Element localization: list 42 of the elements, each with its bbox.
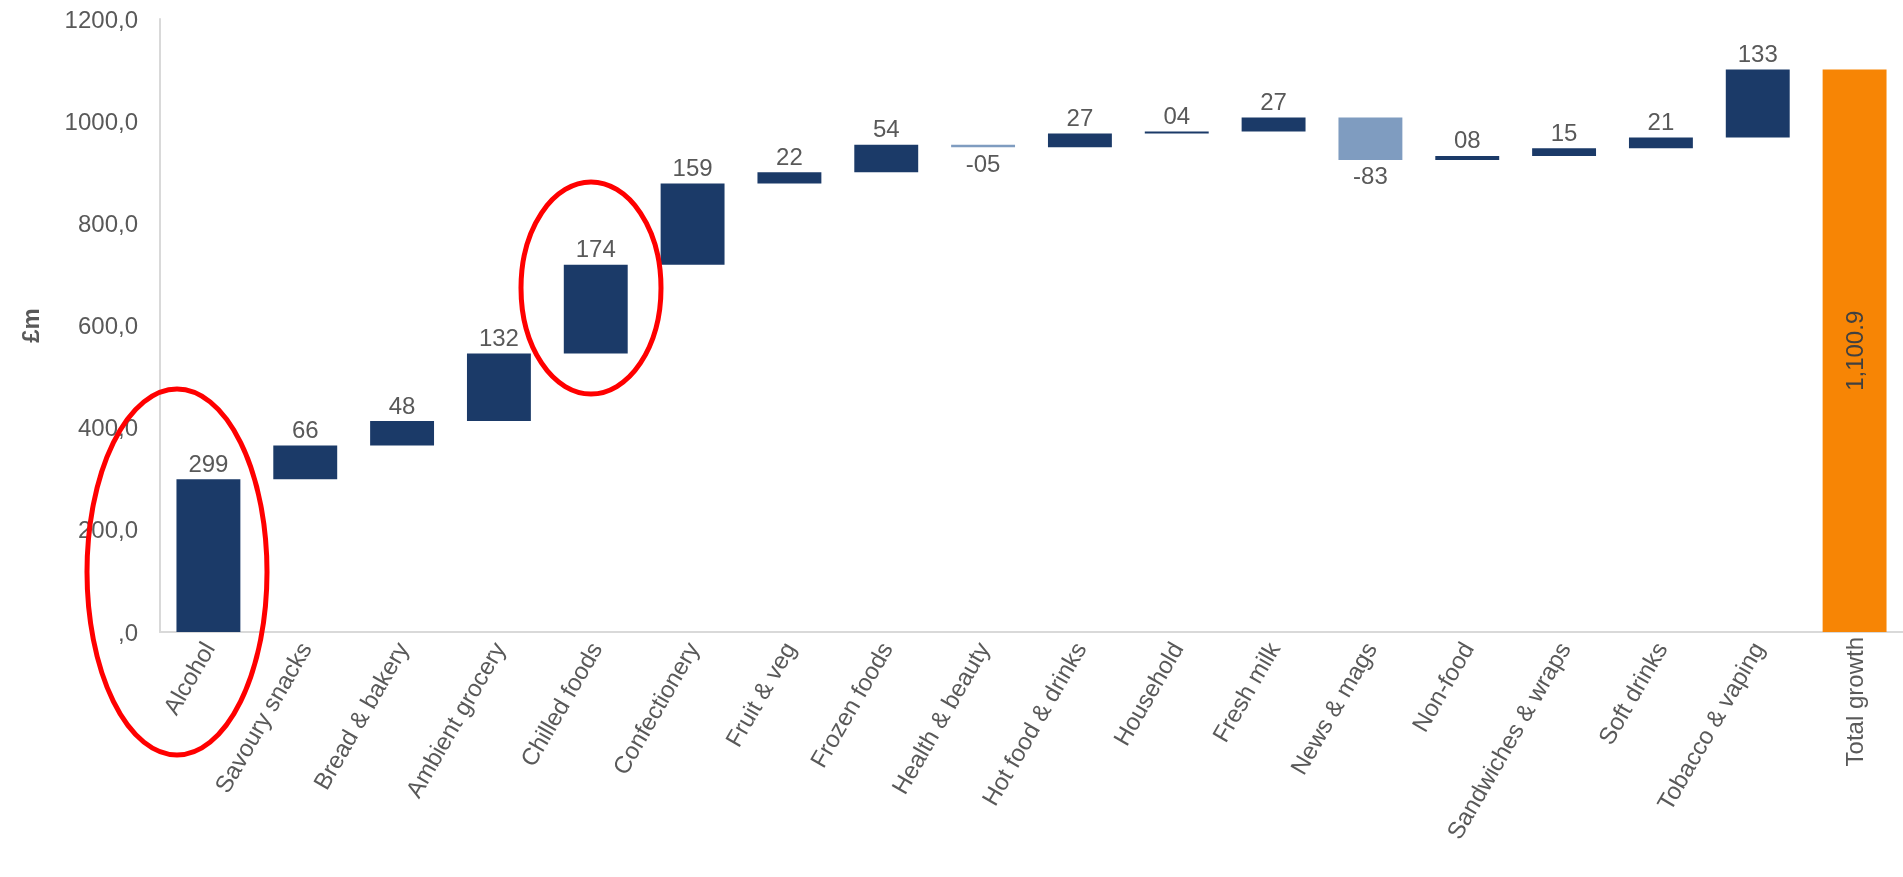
data-label: 133 <box>1737 40 1778 68</box>
bar <box>273 445 338 480</box>
bar <box>1338 117 1403 160</box>
data-label: 22 <box>776 142 803 170</box>
bar <box>757 172 822 184</box>
bar <box>1047 133 1112 148</box>
y-tick-label: ,0 <box>117 618 138 646</box>
y-tick-label: 1000,0 <box>64 107 138 135</box>
y-axis-title: £m <box>16 308 44 343</box>
bar <box>563 264 628 354</box>
data-label: 15 <box>1550 118 1578 146</box>
data-label: 08 <box>1453 126 1481 154</box>
data-label: -05 <box>965 149 1001 177</box>
bar <box>1628 137 1693 149</box>
bar <box>1435 155 1500 160</box>
data-label: 04 <box>1163 101 1191 129</box>
bar <box>1822 69 1887 632</box>
data-label: 174 <box>575 235 616 263</box>
data-label: 1,100.9 <box>1841 310 1869 391</box>
data-label: 132 <box>478 324 519 352</box>
data-label: 48 <box>388 391 416 419</box>
y-tick-label: 600,0 <box>77 312 138 339</box>
data-label: 159 <box>672 153 713 181</box>
bar <box>176 479 241 632</box>
x-tick-label: Total growth <box>1841 637 1869 767</box>
bar <box>1725 69 1790 138</box>
y-tick-label: 800,0 <box>77 209 138 237</box>
bar <box>466 353 531 422</box>
data-label: 66 <box>291 416 319 444</box>
data-label: 54 <box>872 115 900 143</box>
y-tick-label: 1200,0 <box>64 5 138 33</box>
bar <box>1144 131 1209 134</box>
data-label: -83 <box>1353 162 1388 190</box>
bar <box>1532 148 1597 156</box>
data-label: 27 <box>1066 103 1094 131</box>
bar <box>854 144 919 173</box>
data-label: 299 <box>188 449 229 477</box>
data-label: 21 <box>1647 108 1675 136</box>
bar <box>370 421 435 446</box>
data-label: 27 <box>1260 88 1287 116</box>
bar <box>660 183 725 265</box>
bar <box>1241 117 1306 132</box>
